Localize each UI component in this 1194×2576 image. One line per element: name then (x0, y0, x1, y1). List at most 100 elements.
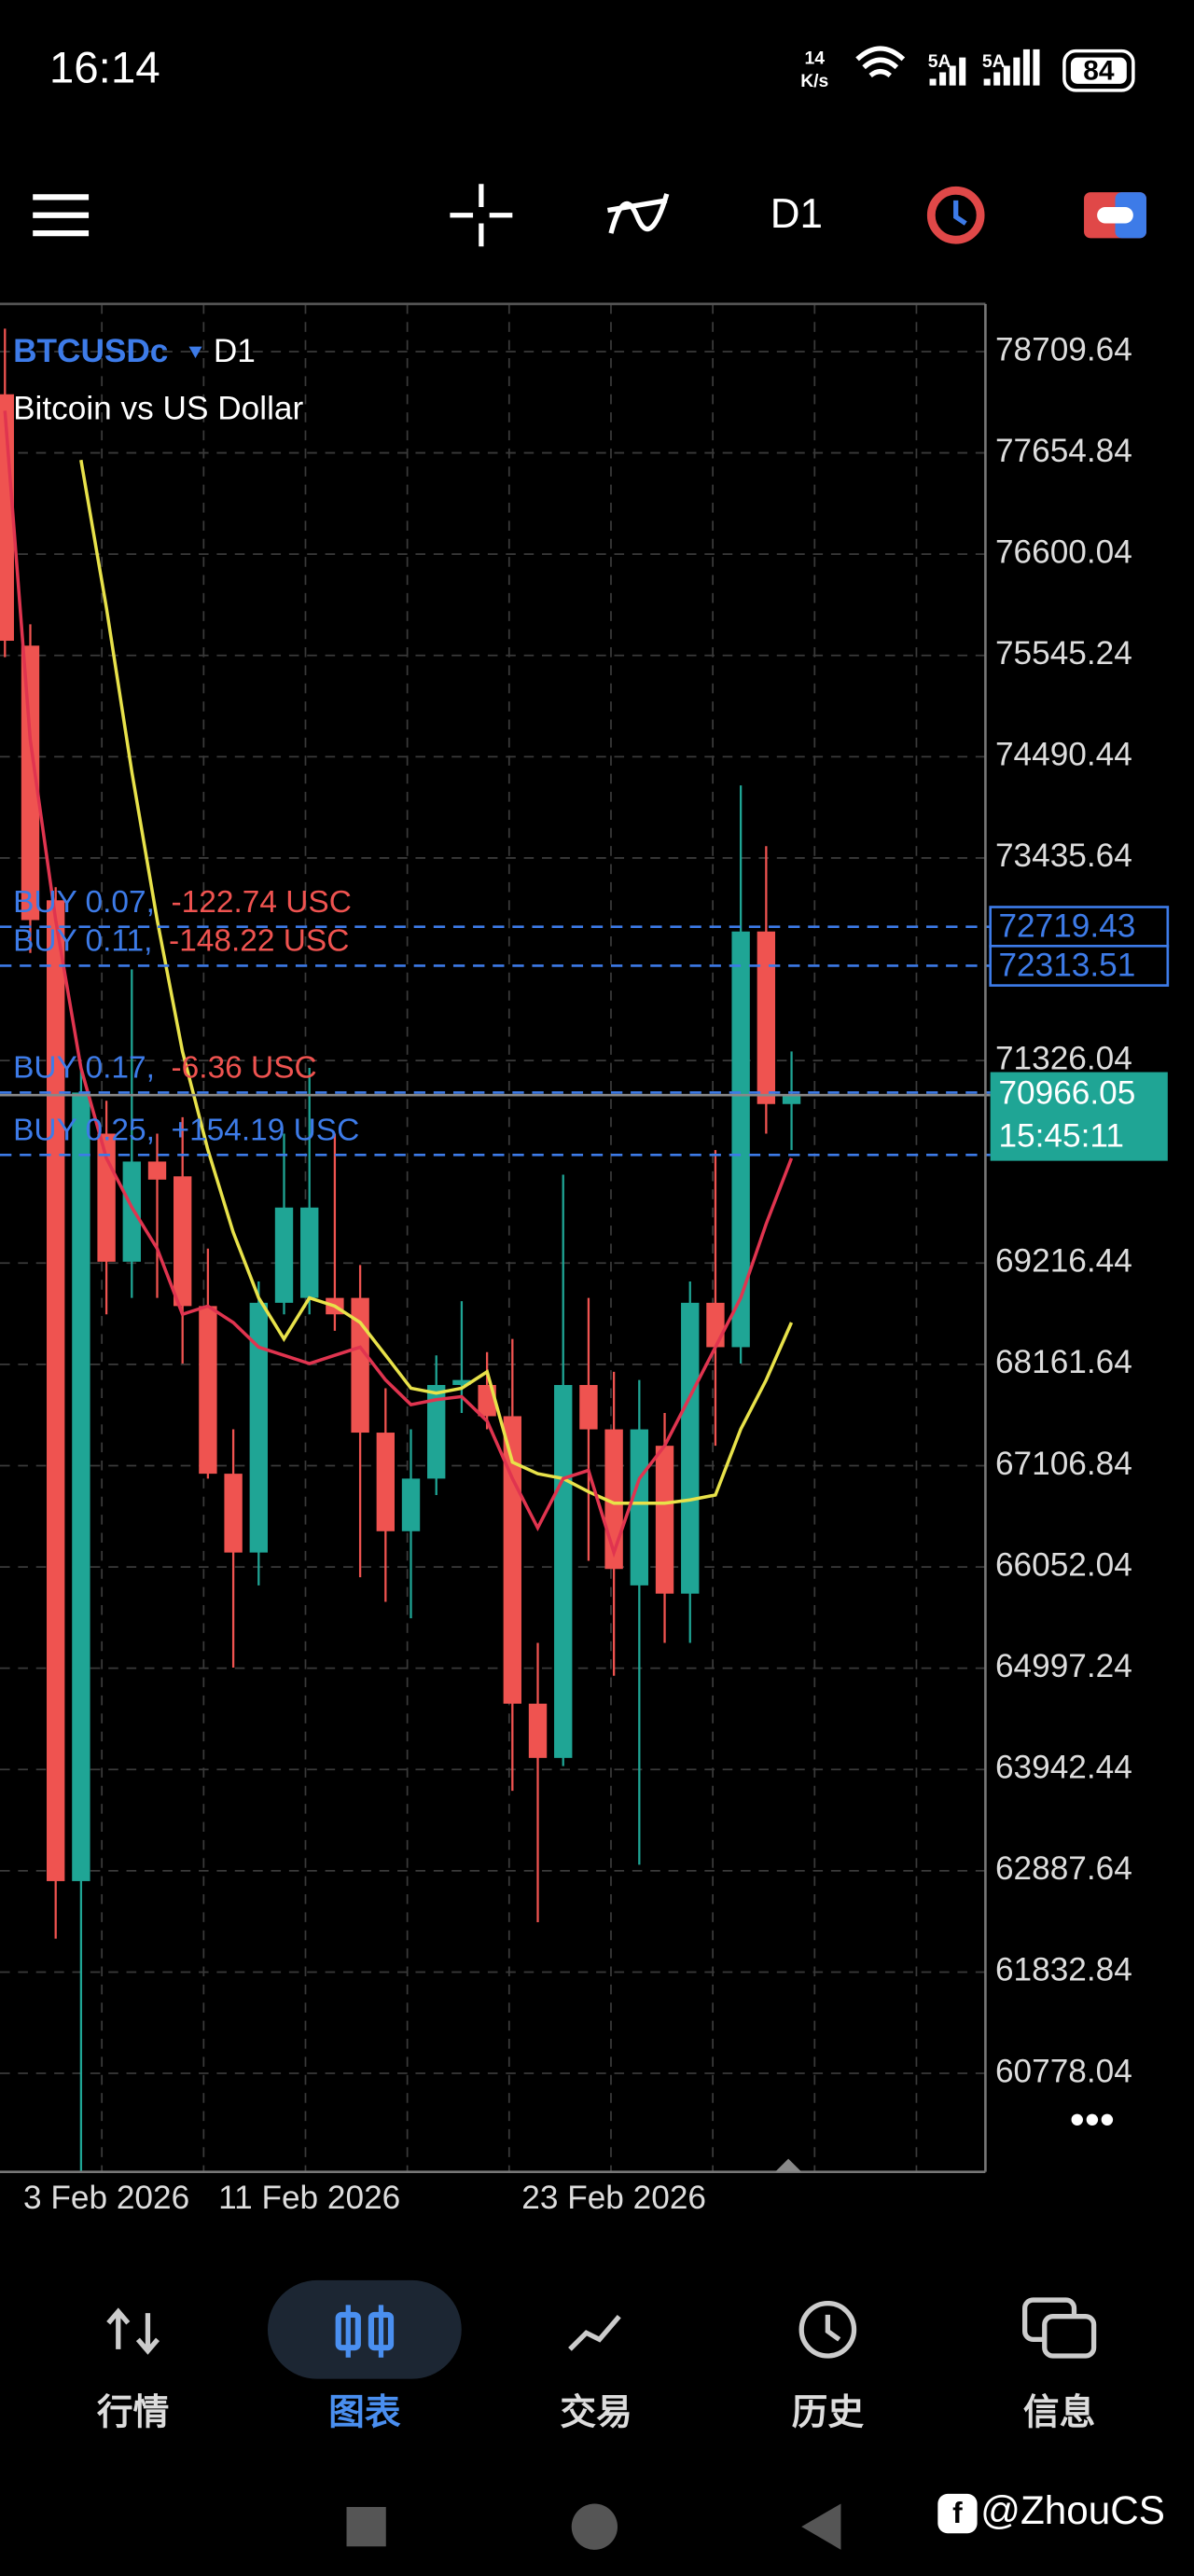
y-tick-label: 63942.44 (995, 1750, 1132, 1786)
signal-icon (929, 57, 966, 86)
candle-body (249, 1302, 268, 1553)
signal-icon (983, 48, 1040, 86)
candle-body (300, 1207, 319, 1298)
chart-icon-body (335, 2311, 361, 2351)
candle-body (47, 900, 65, 1881)
x-tick-label: 23 Feb 2026 (521, 2180, 706, 2216)
scroll-marker (775, 2158, 802, 2172)
timeframe-button[interactable]: D1 (771, 191, 823, 237)
trade-button-knob (1097, 206, 1133, 224)
more-button[interactable]: ••• (1070, 2096, 1115, 2143)
order-pnl: +154.19 USC (172, 1114, 360, 1148)
y-tick-label: 75545.24 (995, 635, 1132, 672)
symbol-dropdown[interactable] (188, 346, 202, 359)
candle-body (655, 1446, 674, 1594)
symbol-description: Bitcoin vs US Dollar (13, 391, 303, 427)
x-tick-label: 11 Feb 2026 (218, 2180, 400, 2216)
candle-body (0, 394, 14, 642)
nav-item[interactable]: 信息 (1023, 2393, 1095, 2433)
sim2-label: 5A (982, 51, 1006, 72)
nav-item[interactable]: 交易 (560, 2393, 632, 2433)
order-label: BUY 0.07, (13, 885, 155, 920)
candle-body (174, 1176, 192, 1307)
y-tick-label: 61832.84 (995, 1952, 1132, 1988)
x-tick-label: 3 Feb 2026 (23, 2180, 189, 2216)
y-tick-label: 76600.04 (995, 533, 1132, 570)
net-speed-unit: K/s (800, 71, 828, 91)
nav-active-bg (267, 2279, 462, 2379)
price-tag (989, 945, 1170, 987)
candle-body (681, 1302, 700, 1594)
y-tick-label: 74490.44 (995, 737, 1132, 773)
menu-button[interactable] (33, 194, 90, 237)
price-tag-label: 72719.43 (998, 908, 1135, 945)
y-tick-label: 67106.84 (995, 1446, 1132, 1482)
symbol-timeframe: D1 (214, 333, 256, 369)
y-tick-label: 69216.44 (995, 1243, 1132, 1280)
price-tag-label: 72313.51 (998, 948, 1135, 984)
clock-button[interactable] (926, 186, 985, 244)
quotes-icon (106, 2307, 160, 2355)
indicator-line (79, 459, 794, 1505)
order-pnl: -148.22 USC (169, 924, 349, 959)
chart-icon-body (368, 2311, 395, 2351)
order-label: BUY 0.17, (13, 1051, 155, 1086)
countdown-label: 15:45:11 (998, 1117, 1123, 1154)
order-label: BUY 0.11, (13, 924, 152, 959)
candle-body (122, 1161, 141, 1262)
indicators-button[interactable] (607, 193, 670, 234)
net-speed: 14 (805, 48, 826, 69)
crosshair-button[interactable] (450, 184, 513, 247)
battery-icon (1062, 48, 1135, 92)
price-tag (989, 906, 1170, 949)
candle-body (147, 1161, 167, 1180)
order-pnl: -122.74 USC (172, 885, 352, 920)
candle-body (706, 1302, 725, 1348)
y-tick-label: 66052.04 (995, 1546, 1132, 1583)
candle-body (528, 1703, 548, 1758)
candle-body (351, 1297, 369, 1433)
sim1-label: 5A (928, 51, 951, 72)
y-tick-label: 64997.24 (995, 1648, 1132, 1684)
candle-body (782, 1095, 801, 1104)
nav-item[interactable]: 行情 (97, 2393, 169, 2433)
y-tick-label: 62887.64 (995, 1850, 1132, 1887)
recents-button[interactable] (346, 2507, 386, 2547)
y-tick-label: 77654.84 (995, 433, 1132, 469)
watermark-logo-f: f (952, 2496, 963, 2529)
back-button[interactable] (801, 2503, 841, 2550)
candle-body (757, 931, 776, 1104)
nav-item[interactable]: 历史 (792, 2393, 865, 2433)
candle-body (72, 1092, 90, 1881)
battery-level: 84 (1083, 55, 1115, 86)
bottom-nav: 行情 图表 交易 历史 信息 (97, 2393, 1095, 2433)
order-label: BUY 0.25, (13, 1114, 155, 1148)
candle-body (427, 1384, 446, 1479)
y-tick-label: 73435.64 (995, 838, 1132, 874)
current-price-label: 70966.05 (998, 1074, 1135, 1111)
candle-body (376, 1433, 395, 1531)
candle-body (731, 931, 750, 1348)
candle-body (401, 1478, 421, 1531)
home-button[interactable] (571, 2503, 618, 2550)
candle-body (224, 1474, 243, 1553)
y-tick-label: 60778.04 (995, 2053, 1132, 2089)
nav-item[interactable]: 图表 (328, 2393, 401, 2433)
wifi-icon (855, 46, 906, 78)
candle-body (630, 1429, 649, 1586)
y-tick-label: 68161.64 (995, 1344, 1132, 1380)
trade-icon (568, 2314, 621, 2351)
battery-fill (1070, 57, 1127, 84)
candle-body (452, 1379, 471, 1385)
candle-body (554, 1384, 573, 1758)
y-tick-label: 71326.04 (995, 1040, 1132, 1076)
watermark: @ZhouCS (980, 2488, 1165, 2532)
status-time: 16:14 (49, 43, 160, 92)
plot: BUY 0.07, -122.74 USC 72719.43 BUY 0.11, -14… (0, 328, 1170, 2172)
nav-icons (106, 2297, 1097, 2359)
symbol[interactable]: BTCUSDc (13, 333, 168, 369)
grid: 78709.64 77654.84 76600.04 75545.24 74490.44… (0, 303, 1132, 2216)
history-hand (825, 2314, 841, 2342)
